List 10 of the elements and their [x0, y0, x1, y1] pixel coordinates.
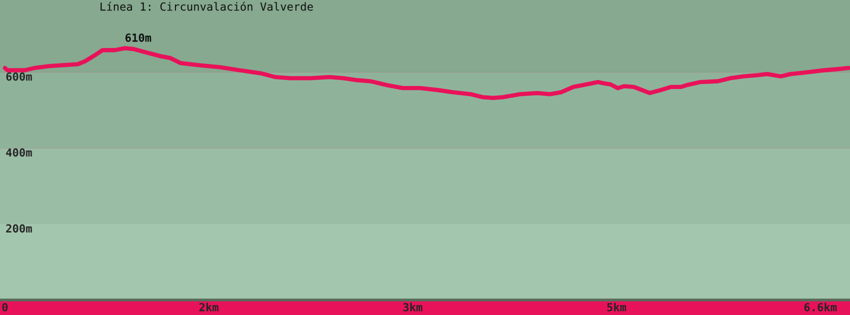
x-tick-label: 2km [199, 302, 218, 312]
x-tick-label: 5km [607, 302, 626, 312]
y-tick-label: 400m [6, 148, 32, 157]
x-tick-label: 3km [403, 302, 422, 312]
y-tick-label: 200m [6, 224, 32, 233]
chart-title: Línea 1: Circunvalación Valverde [100, 2, 313, 11]
annotation: 610m [125, 34, 152, 42]
y-tick-label: 600m [6, 72, 32, 81]
x-tick-label: 0 [2, 302, 8, 312]
x-tick-label: 6.6km [804, 302, 837, 312]
